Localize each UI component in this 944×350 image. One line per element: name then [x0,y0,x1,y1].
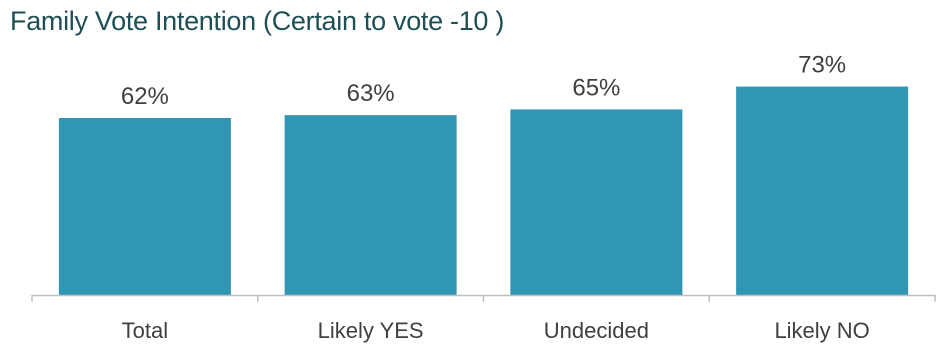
bar-likely-no [736,86,909,295]
data-label: 65% [572,74,620,101]
category-labels-group: Total Likely YES Undecided Likely NO [122,318,870,343]
bar-undecided [510,109,683,295]
category-label: Likely NO [774,318,869,343]
category-label: Likely YES [318,318,424,343]
data-labels-group: 62% 63% 65% 73% [121,52,846,110]
data-label: 73% [798,52,846,79]
data-label: 63% [347,80,395,107]
category-label: Total [122,318,168,343]
bar-likely-yes [284,115,457,295]
data-label: 62% [121,83,169,110]
chart-title: Family Vote Intention (Certain to vote -… [10,6,505,36]
category-label: Undecided [544,318,649,343]
bars-group [58,86,909,295]
bar-total [58,117,231,295]
x-ticks-group [31,295,936,302]
